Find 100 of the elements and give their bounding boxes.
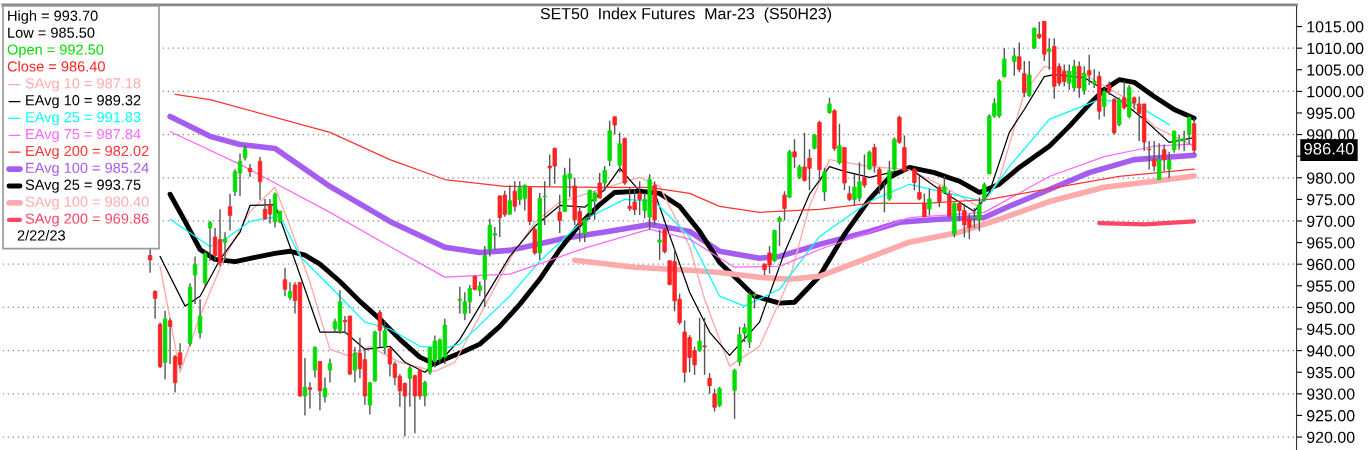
candlestick [1082,65,1087,96]
annotation: Low = 985.50 [8,27,95,38]
y-tick-label: 980.00 [1307,172,1355,184]
y-tick-label: 925.00 [1307,410,1355,422]
candlestick [512,180,517,213]
candlestick [377,309,383,348]
candlestick [927,188,932,217]
candlestick [312,345,318,379]
candlestick [917,175,922,201]
y-tick-label: 930.00 [1307,388,1355,400]
candlestick [657,228,662,261]
chart-title: SET50 Index Futures Mar-23 (S50H23) [540,7,832,23]
candlestick [867,149,872,170]
candlestick [197,298,203,340]
legend-label: EAvg 75 = 987.84 [26,128,141,143]
y-tick-label: 960.00 [1307,258,1355,271]
candlestick [1002,47,1007,79]
candlestick [922,193,927,218]
legend-label: EAvg 25 = 991.83 [26,111,141,126]
candlestick [617,131,622,174]
candlestick [732,368,737,420]
candlestick [407,364,413,408]
candlestick [1027,60,1032,98]
candlestick [422,380,428,408]
candlestick [912,166,917,192]
annotation: Open = 992.50 [7,44,104,58]
candlestick [212,227,218,262]
candlestick [282,266,288,297]
candlestick [267,198,273,225]
candlestick [792,138,797,169]
annotation: Close = 986.40 [7,60,105,72]
candlestick [262,198,268,221]
text: 986.40 [1304,142,1354,155]
legend-label: EAvg 100 = 985.24 [26,162,149,176]
candlestick [1077,60,1082,99]
legend-label: SAvg 100 = 980.40 [25,196,149,210]
candlestick [902,134,907,173]
y-tick-label: 965.00 [1307,237,1355,249]
candlestick [597,172,602,199]
y-tick-label: 995.00 [1307,107,1355,119]
candlestick [602,165,607,192]
candlestick [147,246,153,274]
candlestick [1157,142,1162,181]
candlestick [227,193,233,232]
candlestick [222,231,228,261]
candlestick [207,220,213,262]
y-tick-label: 1005.00 [1307,64,1364,76]
candlestick [367,381,373,416]
candlestick [322,376,328,404]
y-tick-label: 935.00 [1307,366,1355,379]
candlestick [872,142,877,174]
annotation: High = 993.70 [8,10,98,24]
y-tick-label: 920.00 [1307,431,1355,443]
candlestick [937,184,942,208]
candlestick [662,227,667,255]
candlestick [1102,87,1107,118]
y-tick-label: 990.00 [1307,129,1355,141]
candlestick [307,381,313,410]
candlestick [882,181,887,214]
candlestick [777,215,782,247]
candlestick [712,387,717,413]
candlestick [822,167,827,202]
y-tick-label: 1000.00 [1307,86,1364,98]
candlestick [542,180,547,226]
candlestick [192,255,198,305]
candlestick [862,153,867,189]
candlestick [237,152,243,197]
candlestick [1022,60,1027,98]
y-tick-label: 950.00 [1307,302,1355,314]
candlestick [352,346,358,384]
candlestick [942,175,947,195]
candlestick [1017,41,1022,74]
candlestick [707,372,712,395]
y-tick-label: 970.00 [1307,215,1355,227]
candlestick [507,184,512,216]
candlestick [1047,37,1052,71]
candlestick [1122,80,1127,111]
candlestick [697,317,702,353]
candlestick [557,193,562,234]
candlestick [702,317,707,376]
candlestick [167,317,173,365]
annotation: 2/22/23 [17,229,66,241]
candlestick [217,208,223,268]
candlestick [582,217,587,243]
candlestick [1092,68,1097,89]
candlestick [877,166,882,195]
y-tick-label: 1010.00 [1307,42,1364,55]
y-tick-label: 955.00 [1307,280,1355,292]
candlestick [532,225,537,256]
candlestick [1087,53,1092,86]
y-tick-label: 945.00 [1307,323,1355,335]
candlestick [482,245,487,308]
legend-label: SAvg 25 = 993.75 [25,179,141,193]
candlestick [257,156,263,201]
candlestick [717,386,722,408]
y-tick-label: 1015.00 [1307,21,1364,33]
candlestick [1166,151,1172,179]
candlestick [637,180,642,216]
candlestick [782,190,787,222]
candlestick [302,357,308,417]
